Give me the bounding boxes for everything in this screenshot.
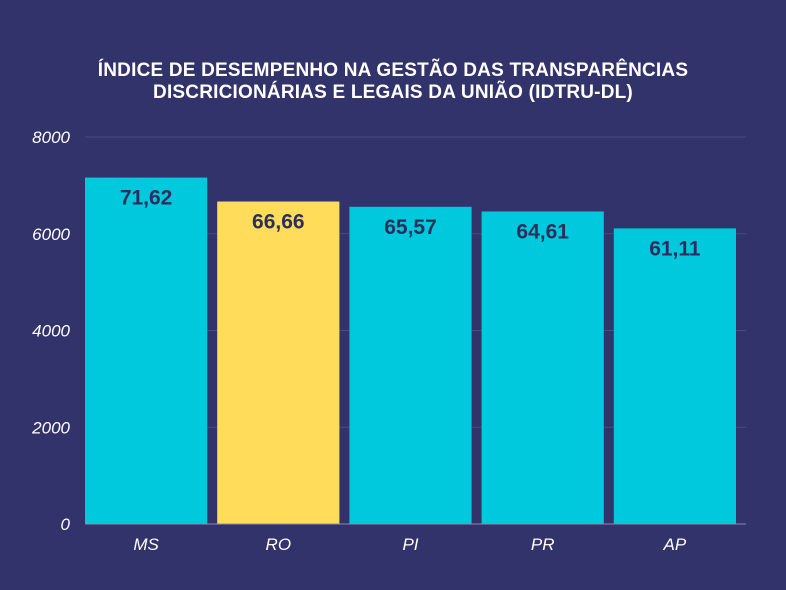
chart-title-line-1: ÍNDICE DE DESEMPENHO NA GESTÃO DAS TRANS… <box>97 60 689 81</box>
x-tick-label: AP <box>663 535 687 554</box>
data-label: 71,62 <box>120 187 173 210</box>
y-tick-label: 4000 <box>32 322 70 341</box>
bar-pr <box>481 211 604 524</box>
chart-title-line-2: DISCRICIONÁRIAS E LEGAIS DA UNIÃO (IDTRU… <box>153 82 633 103</box>
bar-ap <box>613 228 736 524</box>
x-tick-label: RO <box>266 535 292 554</box>
x-tick-label: MS <box>133 535 159 554</box>
y-tick-label: 8000 <box>32 128 70 147</box>
y-tick-label: 0 <box>61 515 71 534</box>
x-tick-label: PR <box>531 535 555 554</box>
chart-title: ÍNDICE DE DESEMPENHO NA GESTÃO DAS TRANS… <box>0 60 786 104</box>
bar-ms <box>85 177 208 524</box>
bar-pi <box>349 206 472 525</box>
data-label: 61,11 <box>649 237 701 260</box>
x-tick-label: PI <box>402 535 418 554</box>
y-tick-label: 2000 <box>31 418 70 437</box>
data-label: 66,66 <box>252 211 305 234</box>
data-label: 64,61 <box>516 220 569 243</box>
y-tick-label: 6000 <box>32 225 70 244</box>
data-label: 65,57 <box>384 216 437 239</box>
bar-ro <box>217 201 340 524</box>
